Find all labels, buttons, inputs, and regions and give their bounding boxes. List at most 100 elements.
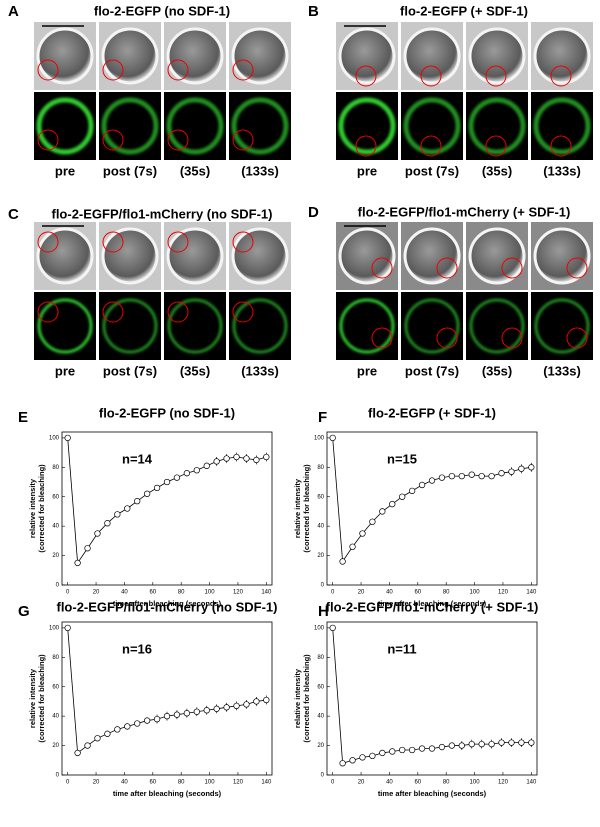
- y-tick-label: 100: [314, 625, 325, 631]
- point: [243, 455, 250, 462]
- y-axis-label: (corrected for bleaching): [302, 464, 311, 553]
- x-tick-label: 120: [233, 590, 244, 596]
- point: [213, 458, 220, 465]
- point: [153, 484, 161, 492]
- y-axis-label: relative intensity: [28, 478, 37, 538]
- cell: [231, 227, 289, 285]
- annotation: n=14: [122, 451, 153, 466]
- x-tick-label: 40: [386, 590, 393, 596]
- point: [488, 472, 495, 480]
- bleach-roi: [102, 59, 124, 81]
- point: [418, 745, 426, 752]
- point: [143, 717, 151, 724]
- point: [478, 472, 485, 480]
- fluor-image: [164, 92, 226, 160]
- point: [399, 746, 406, 754]
- bleach-roi: [485, 65, 507, 87]
- frame-label: pre: [55, 363, 75, 378]
- point: [369, 752, 376, 760]
- point: [203, 462, 210, 469]
- point: [518, 739, 525, 746]
- y-tick-label: 0: [321, 583, 325, 589]
- point: [233, 702, 240, 710]
- bleach-roi: [232, 231, 254, 253]
- membrane: [166, 97, 224, 155]
- y-tick-label: 40: [317, 524, 324, 530]
- y-tick-label: 60: [317, 684, 324, 690]
- point: [253, 456, 260, 464]
- bleach-roi: [37, 231, 59, 253]
- y-tick-label: 40: [317, 714, 324, 720]
- point: [428, 745, 436, 752]
- x-tick-label: 60: [414, 590, 421, 596]
- x-axis-label: time after bleaching (seconds): [113, 599, 222, 608]
- fluor-image: [401, 92, 463, 160]
- point: [448, 742, 456, 749]
- bleach-roi: [102, 301, 124, 323]
- cell: [101, 227, 159, 285]
- cell: [36, 27, 94, 85]
- membrane: [231, 97, 289, 155]
- bleach-roi: [501, 327, 523, 349]
- point: [408, 746, 416, 754]
- annotation: n=11: [387, 641, 416, 656]
- panel-letter: B: [308, 3, 319, 20]
- point: [243, 701, 250, 708]
- frame-label: (133s): [241, 363, 279, 378]
- bleach-roi: [167, 301, 189, 323]
- point: [359, 754, 366, 761]
- membrane: [533, 97, 591, 155]
- x-tick-label: 0: [331, 590, 335, 596]
- point: [74, 559, 81, 567]
- x-tick-label: 20: [93, 780, 100, 786]
- x-tick-label: 80: [178, 780, 185, 786]
- point: [458, 472, 465, 480]
- cell: [468, 27, 526, 85]
- line: [67, 627, 267, 754]
- annotation: n=15: [387, 451, 417, 466]
- point: [233, 453, 240, 461]
- bleach-roi: [167, 231, 189, 253]
- point: [478, 740, 485, 748]
- membrane: [36, 97, 94, 155]
- frame-label: (133s): [543, 363, 581, 378]
- y-axis-label: (corrected for bleaching): [302, 654, 311, 743]
- frame-label: post (7s): [405, 163, 459, 178]
- y-tick-label: 100: [49, 625, 60, 631]
- panel-title: flo-2-EGFP (+ SDF-1): [400, 3, 528, 18]
- point: [163, 478, 171, 486]
- point: [468, 471, 475, 478]
- panel-letter: E: [18, 409, 28, 426]
- frame-label: (133s): [241, 163, 279, 178]
- y-tick-label: 20: [52, 553, 59, 559]
- panel-letter: A: [8, 3, 19, 20]
- point: [508, 739, 515, 746]
- x-tick-label: 140: [526, 780, 537, 786]
- fluor-image: [336, 292, 398, 360]
- point: [104, 730, 111, 737]
- y-tick-label: 80: [317, 465, 324, 471]
- point: [84, 545, 91, 552]
- panel-letter: F: [318, 409, 327, 426]
- point: [94, 530, 101, 537]
- frame-label: (35s): [482, 363, 512, 378]
- point: [114, 726, 121, 733]
- bleach-roi: [232, 301, 254, 323]
- y-tick-label: 80: [52, 655, 59, 661]
- point: [458, 742, 465, 749]
- point: [389, 500, 396, 508]
- membrane: [468, 97, 526, 155]
- point: [518, 465, 525, 472]
- bleach-roi: [355, 65, 377, 87]
- fluor-image: [99, 92, 161, 160]
- point: [488, 740, 495, 748]
- point: [498, 470, 505, 477]
- x-tick-label: 40: [386, 780, 393, 786]
- cell: [533, 27, 591, 85]
- x-tick-label: 20: [358, 590, 365, 596]
- chart-title: flo-2-EGFP/flo1-mCherry (+ SDF-1): [326, 599, 539, 614]
- x-tick-label: 140: [261, 590, 272, 596]
- y-tick-label: 80: [52, 465, 59, 471]
- chart-title: flo-2-EGFP (+ SDF-1): [368, 405, 496, 420]
- chart-title: flo-2-EGFP/flo1-mCherry (no SDF-1): [56, 599, 277, 614]
